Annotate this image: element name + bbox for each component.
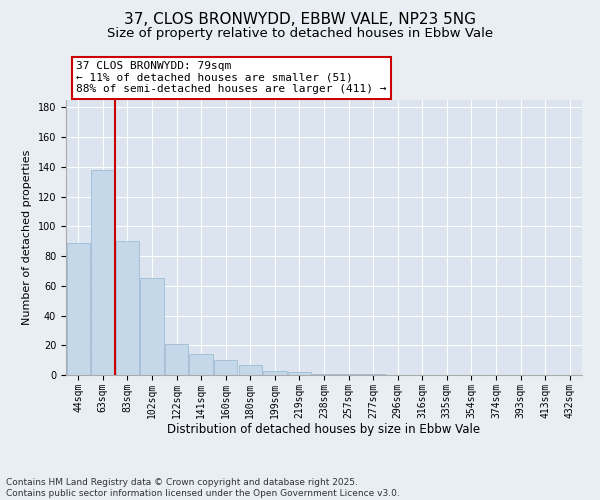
Bar <box>313 374 335 375</box>
Text: Size of property relative to detached houses in Ebbw Vale: Size of property relative to detached ho… <box>107 28 493 40</box>
X-axis label: Distribution of detached houses by size in Ebbw Vale: Distribution of detached houses by size … <box>167 424 481 436</box>
Bar <box>337 374 360 375</box>
Text: 37 CLOS BRONWYDD: 79sqm
← 11% of detached houses are smaller (51)
88% of semi-de: 37 CLOS BRONWYDD: 79sqm ← 11% of detache… <box>76 62 387 94</box>
Bar <box>288 372 311 375</box>
Bar <box>263 370 287 375</box>
Bar <box>67 242 90 375</box>
Bar <box>239 364 262 375</box>
Y-axis label: Number of detached properties: Number of detached properties <box>22 150 32 325</box>
Bar <box>214 360 238 375</box>
Bar <box>190 354 213 375</box>
Bar <box>116 241 139 375</box>
Bar <box>361 374 385 375</box>
Text: Contains HM Land Registry data © Crown copyright and database right 2025.
Contai: Contains HM Land Registry data © Crown c… <box>6 478 400 498</box>
Bar <box>91 170 115 375</box>
Bar <box>165 344 188 375</box>
Text: 37, CLOS BRONWYDD, EBBW VALE, NP23 5NG: 37, CLOS BRONWYDD, EBBW VALE, NP23 5NG <box>124 12 476 28</box>
Bar <box>140 278 164 375</box>
